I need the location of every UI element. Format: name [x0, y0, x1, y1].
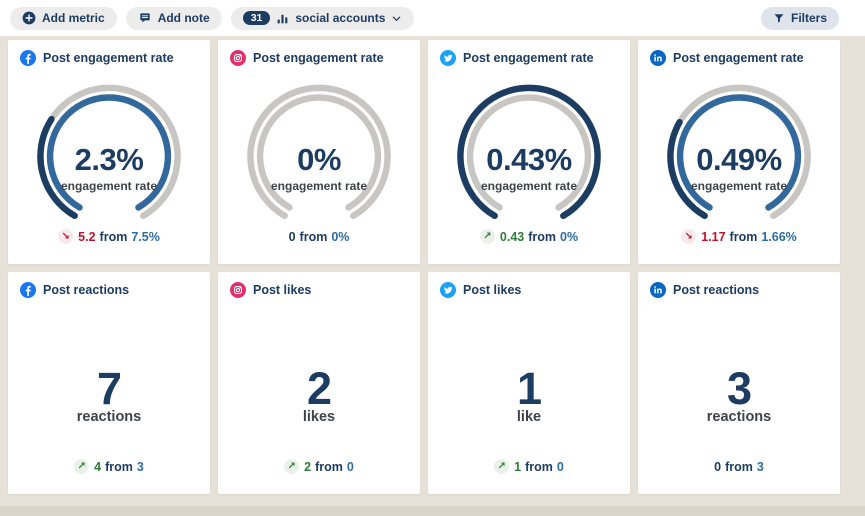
metric-label: reactions [76, 409, 142, 425]
trend-previous-value: 3 [756, 460, 764, 474]
card-title-label: Post likes [463, 283, 522, 297]
metric-label: likes [302, 409, 336, 425]
trend-from-word: from [725, 460, 753, 474]
trend-previous-value: 7.5% [131, 229, 160, 244]
trend-delta: 1.17 [701, 229, 726, 244]
trend-delta: 4 [94, 459, 102, 474]
card-header: Post likes [230, 282, 412, 298]
card-facebook-engagement-rate[interactable]: Post engagement rate 2.3% engagement rat… [8, 40, 210, 264]
chevron-down-icon [391, 13, 402, 24]
trend-indicator: 0 from 3 [638, 460, 840, 474]
metrics-grid: Post engagement rate 2.3% engagement rat… [8, 40, 840, 494]
trend-from-word: from [528, 229, 557, 244]
card-header: Post reactions [650, 282, 832, 298]
trend-from-word: from [525, 459, 553, 474]
card-header: Post reactions [20, 282, 202, 298]
card-header: Post engagement rate [650, 50, 832, 66]
trend-delta: 1 [514, 459, 522, 474]
card-instagram-post-likes[interactable]: Post likes 2 likes ↗ 2 from 0 [218, 272, 420, 494]
trend-delta: 0.43 [499, 229, 525, 244]
card-instagram-engagement-rate[interactable]: Post engagement rate 0% engagement rate … [218, 40, 420, 264]
trend-arrow-icon: ↘ [681, 229, 697, 244]
gauge-chart: 0.49% engagement rate [653, 75, 825, 225]
note-icon [138, 11, 152, 25]
funnel-icon [773, 12, 785, 24]
trend-from-word: from [315, 459, 343, 474]
facebook-icon [20, 282, 36, 298]
card-title-label: Post engagement rate [463, 51, 594, 65]
trend-indicator: ↗ 0.43 from 0% [428, 229, 630, 244]
card-title-label: Post engagement rate [253, 51, 384, 65]
trend-indicator: ↘ 5.2 from 7.5% [8, 229, 210, 244]
trend-arrow-icon: ↗ [479, 229, 495, 244]
trend-from-word: from [729, 229, 758, 244]
trend-previous-value: 1.66% [761, 229, 797, 244]
trend-indicator: ↗ 1 from 0 [428, 459, 630, 474]
trend-previous-value: 0% [560, 229, 579, 244]
instagram-icon [230, 50, 246, 66]
gauge-chart: 0% engagement rate [233, 75, 405, 225]
add-metric-button[interactable]: Add metric [10, 6, 117, 30]
instagram-icon [230, 282, 246, 298]
filters-label: Filters [790, 11, 827, 25]
linkedin-icon [650, 282, 666, 298]
trend-indicator: 0 from 0% [218, 230, 420, 244]
page-bottom-edge [0, 506, 865, 516]
filters-button[interactable]: Filters [760, 6, 839, 30]
card-header: Post engagement rate [20, 50, 202, 66]
metric-value: 1 [516, 363, 542, 414]
toolbar: Add metric Add note 31 social accounts F… [0, 0, 865, 36]
card-twitter-post-likes[interactable]: Post likes 1 like ↗ 1 from 0 [428, 272, 630, 494]
trend-delta: 2 [304, 459, 312, 474]
card-header: Post engagement rate [440, 50, 622, 66]
card-title-label: Post engagement rate [673, 51, 804, 65]
trend-delta: 0 [714, 460, 722, 474]
card-linkedin-engagement-rate[interactable]: Post engagement rate 0.49% engagement ra… [638, 40, 840, 264]
card-header: Post likes [440, 282, 622, 298]
metric-value: 2 [306, 363, 332, 414]
trend-delta: 5.2 [78, 229, 96, 244]
trend-arrow-icon: ↗ [74, 459, 90, 474]
twitter-icon [440, 50, 456, 66]
trend-indicator: ↘ 1.17 from 1.66% [638, 229, 840, 244]
metric-value: 3 [726, 363, 752, 414]
add-metric-label: Add metric [42, 11, 105, 25]
trend-arrow-icon: ↘ [58, 229, 74, 244]
trend-previous-value: 0 [346, 459, 354, 474]
trend-from-word: from [105, 459, 133, 474]
accounts-count-badge: 31 [242, 10, 271, 26]
trend-arrow-icon: ↗ [284, 459, 300, 474]
plus-circle-icon [22, 11, 36, 25]
card-title-label: Post reactions [43, 283, 130, 297]
trend-from-word: from [299, 230, 328, 244]
trend-arrow-icon: ↗ [494, 459, 510, 474]
card-facebook-post-reactions[interactable]: Post reactions 7 reactions ↗ 4 from 3 [8, 272, 210, 494]
bar-chart-icon [276, 12, 289, 25]
trend-indicator: ↗ 4 from 3 [8, 459, 210, 474]
trend-indicator: ↗ 2 from 0 [218, 459, 420, 474]
trend-previous-value: 0 [556, 459, 564, 474]
card-title-label: Post engagement rate [43, 51, 174, 65]
accounts-label: social accounts [295, 11, 386, 25]
card-title-label: Post likes [253, 283, 312, 297]
trend-from-word: from [99, 229, 128, 244]
gauge-chart: 2.3% engagement rate [23, 75, 195, 225]
metric-label: reactions [706, 409, 772, 425]
card-header: Post engagement rate [230, 50, 412, 66]
card-twitter-engagement-rate[interactable]: Post engagement rate 0.43% engagement ra… [428, 40, 630, 264]
metric-label: like [516, 409, 542, 425]
add-note-button[interactable]: Add note [125, 6, 222, 30]
metric-value: 7 [96, 363, 122, 414]
trend-previous-value: 3 [136, 459, 144, 474]
add-note-label: Add note [157, 11, 210, 25]
trend-previous-value: 0% [331, 230, 350, 244]
twitter-icon [440, 282, 456, 298]
card-title-label: Post reactions [673, 283, 760, 297]
social-accounts-selector[interactable]: 31 social accounts [230, 6, 415, 30]
card-linkedin-post-reactions[interactable]: Post reactions 3 reactions 0 from 3 [638, 272, 840, 494]
gauge-chart: 0.43% engagement rate [443, 75, 615, 225]
linkedin-icon [650, 50, 666, 66]
trend-delta: 0 [288, 230, 296, 244]
facebook-icon [20, 50, 36, 66]
